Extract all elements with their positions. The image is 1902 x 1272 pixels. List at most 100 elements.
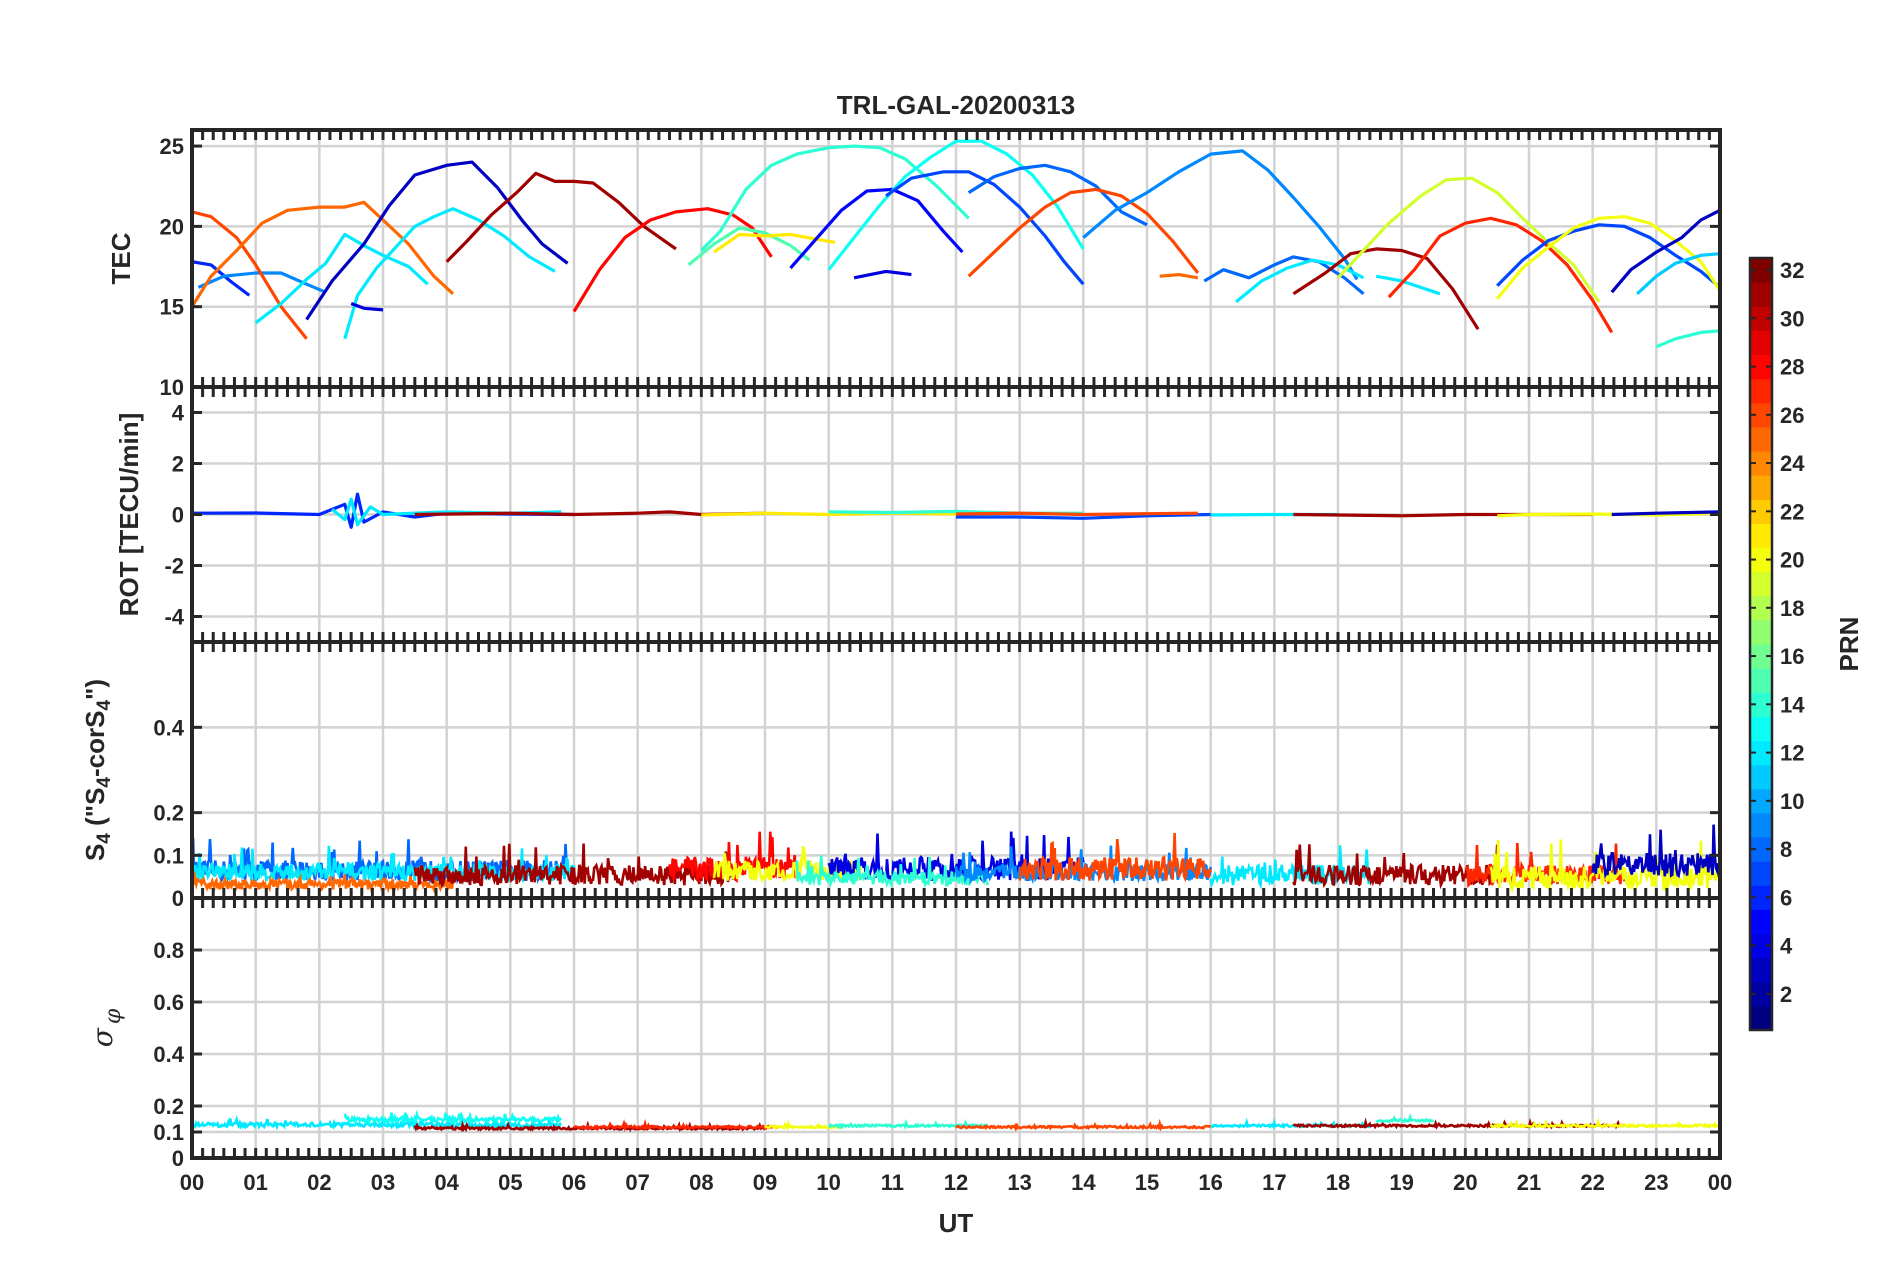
colorbar-swatch [1750,475,1772,500]
series-line-prn-31 [1292,247,1480,331]
series-line-prn-11 [1636,252,1720,295]
series-line-prn-20 [1495,215,1720,300]
x-axis-label: UT [939,1208,974,1238]
colorbar-tick-label: 6 [1780,885,1792,910]
colorbar-tick-label: 26 [1780,403,1804,428]
series-line-prn-4 [853,269,912,280]
y-tick-label: 0.4 [153,1042,184,1067]
x-tick-label: 22 [1580,1170,1604,1195]
x-tick-label: 17 [1262,1170,1286,1195]
series-line-prn-19 [1336,176,1601,303]
colorbar-swatch [1750,547,1772,573]
x-tick-label: 02 [307,1170,331,1195]
series-line-prn-25 [192,200,455,308]
x-tick-label: 04 [434,1170,459,1195]
x-tick-label: 21 [1517,1170,1541,1195]
series-line-prn-9 [197,271,327,294]
x-tick-label: 16 [1198,1170,1222,1195]
x-tick-label: 00 [1708,1170,1732,1195]
colorbar-tick-label: 12 [1780,741,1804,766]
series-line-prn-20 [1497,511,1720,518]
series-line-prn-7 [1496,223,1720,289]
colorbar-swatch [1750,595,1772,621]
noise-trace-prn-31 [1292,844,1499,890]
y-tick-label: 4 [172,401,185,426]
x-tick-label: 12 [944,1170,968,1195]
y-tick-label: 0 [172,503,184,528]
colorbar-swatch [1750,402,1772,428]
y-axis-label: σφ [86,1008,126,1047]
y-ticks [192,948,1720,1160]
colorbar-tick-label: 16 [1780,644,1804,669]
y-tick-label: 0.2 [153,1094,184,1119]
y-tick-label: 0.8 [153,938,184,963]
series-line-prn-9 [1082,149,1359,281]
colorbar-swatch [1750,571,1772,597]
noise-trace-prn-20 [1489,1117,1720,1130]
y-tick-label: -2 [164,554,184,579]
x-tick-labels: 00 01 02 03 04 05 06 07 08 09 10 11 12 13 14 15 16 17 18 19… [180,1170,1732,1195]
y-tick-label: 0 [172,886,184,911]
y-axis-label: TEC [106,232,136,284]
series-line-prn-3 [1611,510,1720,517]
colorbar-swatch [1750,330,1772,356]
series-line-prn-7 [885,170,1085,286]
series-line-prn-5 [789,187,964,270]
y-tick-label: 0.4 [153,715,184,740]
colorbar-swatch [1750,1005,1772,1031]
x-tick-label: 15 [1135,1170,1159,1195]
colorbar-swatch [1750,764,1772,790]
colorbar-swatch [1750,933,1772,959]
colorbar-swatch [1750,378,1772,404]
colorbar-tick-label: 14 [1780,692,1805,717]
x-tick-label: 19 [1389,1170,1413,1195]
colorbar-swatch [1750,258,1772,283]
colorbar-tick-label: 20 [1780,548,1804,573]
x-tick-label: 18 [1326,1170,1350,1195]
noise-trace-prn-26 [954,1118,1212,1132]
series-line-prn-6 [192,260,251,297]
colorbar-swatch [1750,981,1772,1007]
x-tick-label: 05 [498,1170,522,1195]
colorbar-swatch [1750,499,1772,524]
colorbar-swatch [1750,354,1772,380]
y-tick-label: -4 [164,605,184,630]
y-axis-label: S4 ("S4-corS4") [80,679,115,861]
colorbar-swatch [1750,716,1772,742]
y-tick-label: 0 [172,1146,184,1171]
series-line-prn-12 [1375,274,1441,296]
x-tick-label: 07 [625,1170,649,1195]
x-tick-label: 10 [816,1170,840,1195]
colorbar-swatch [1750,644,1772,669]
series-line-prn-25 [1159,273,1199,280]
colorbar-swatch [1750,837,1772,862]
x-tick-label: 13 [1007,1170,1031,1195]
noise-trace-prn-25 [192,871,455,895]
series-line-prn-7 [956,512,1211,520]
x-tick-label: 23 [1644,1170,1668,1195]
colorbar-tick-label: 32 [1780,258,1804,283]
panel-tec: 10 15 20 25 TEC [106,128,1722,400]
x-tick-label: 20 [1453,1170,1477,1195]
series-line-prn-27 [1387,216,1614,334]
panel-rot: -4 -2 0 2 4 ROT [TECU/min] [114,385,1722,644]
series-line-prn-14 [1655,329,1720,349]
series-line-prn-26 [192,210,308,340]
data-layer [192,492,1720,529]
x-tick-label: 03 [371,1170,395,1195]
colorbar-tick-label: 22 [1780,499,1804,524]
noise-trace-prn-14 [1375,1112,1435,1124]
panel-s4: 0 0.1 0.2 0.4 S4 ("S4-corS4") [80,640,1722,911]
x-tick-label: 09 [753,1170,777,1195]
series-line-prn-28 [572,207,773,313]
data-layer [192,139,1720,349]
series-line-prn-12 [254,232,429,325]
colorbar-tick-label: 28 [1780,355,1804,380]
chart-title: TRL-GAL-20200313 [837,90,1075,120]
series-line-prn-26 [955,511,1198,517]
colorbar-swatch [1750,812,1772,838]
colorbar-frame [1748,256,1774,1032]
